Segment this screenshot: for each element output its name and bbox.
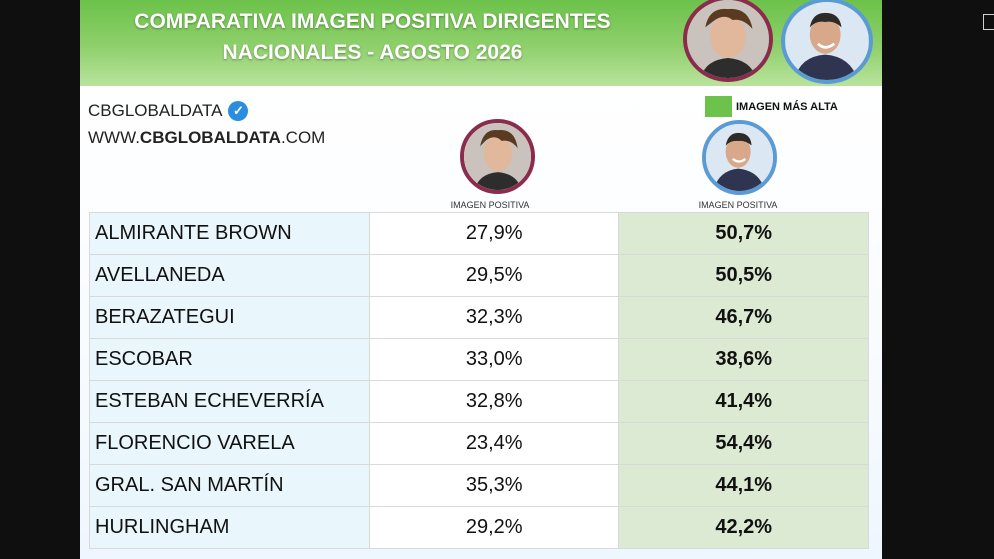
infographic-card: COMPARATIVA IMAGEN POSITIVA DIRIGENTES N… — [80, 0, 882, 559]
table-row: BERAZATEGUI 32,3% 46,7% — [89, 296, 869, 339]
banner-title-line2: NACIONALES - AGOSTO 2026 — [222, 41, 523, 64]
external-link-icon[interactable] — [983, 14, 994, 30]
column1-caption: IMAGEN POSITIVA — [450, 200, 530, 210]
value-cell-column2-highlight: 44,1% — [618, 464, 869, 507]
column2-caption: IMAGEN POSITIVA — [698, 200, 778, 210]
table-row: HURLINGHAM 29,2% 42,2% — [89, 506, 869, 549]
brand-website[interactable]: WWW.CBGLOBALDATA.COM — [88, 128, 326, 147]
table-row: ESTEBAN ECHEVERRÍA 32,8% 41,4% — [89, 380, 869, 423]
legend: IMAGEN MÁS ALTA — [705, 96, 838, 117]
value-cell-column2-highlight: 46,7% — [618, 296, 869, 339]
value-cell-column1: 32,3% — [368, 296, 620, 339]
municipio-cell: ESTEBAN ECHEVERRÍA — [89, 380, 370, 423]
value-cell-column2-highlight: 38,6% — [618, 338, 869, 381]
value-cell-column1: 27,9% — [368, 212, 620, 255]
header-banner: COMPARATIVA IMAGEN POSITIVA DIRIGENTES N… — [80, 0, 882, 86]
banner-title-line1: COMPARATIVA IMAGEN POSITIVA DIRIGENTES — [134, 10, 611, 33]
table-row: ESCOBAR 33,0% 38,6% — [89, 338, 869, 381]
value-cell-column2-highlight: 50,5% — [618, 254, 869, 297]
value-cell-column1: 29,5% — [368, 254, 620, 297]
brand-name: CBGLOBALDATA ✓ — [88, 101, 249, 121]
municipio-cell: GRAL. SAN MARTÍN — [89, 464, 370, 507]
table-row: GRAL. SAN MARTÍN 35,3% 44,1% — [89, 464, 869, 507]
value-cell-column1: 23,4% — [368, 422, 620, 465]
legend-label: IMAGEN MÁS ALTA — [736, 100, 838, 113]
legend-swatch — [705, 96, 732, 117]
value-cell-column1: 35,3% — [368, 464, 620, 507]
value-cell-column1: 29,2% — [368, 506, 620, 549]
column1-avatar — [460, 119, 535, 194]
municipio-cell: FLORENCIO VARELA — [89, 422, 370, 465]
banner-title: COMPARATIVA IMAGEN POSITIVA DIRIGENTES N… — [80, 6, 665, 68]
table-row: FLORENCIO VARELA 23,4% 54,4% — [89, 422, 869, 465]
municipio-cell: AVELLANEDA — [89, 254, 370, 297]
value-cell-column1: 33,0% — [368, 338, 620, 381]
column2-avatar — [702, 120, 777, 195]
municipio-cell: BERAZATEGUI — [89, 296, 370, 339]
municipio-cell: ALMIRANTE BROWN — [89, 212, 370, 255]
municipio-cell: HURLINGHAM — [89, 506, 370, 549]
table-row: AVELLANEDA 29,5% 50,5% — [89, 254, 869, 297]
municipio-cell: ESCOBAR — [89, 338, 370, 381]
banner-avatar-right — [781, 0, 873, 84]
value-cell-column2-highlight: 54,4% — [618, 422, 869, 465]
value-cell-column2-highlight: 42,2% — [618, 506, 869, 549]
value-cell-column2-highlight: 41,4% — [618, 380, 869, 423]
value-cell-column1: 32,8% — [368, 380, 620, 423]
banner-avatar-left — [683, 0, 773, 82]
value-cell-column2-highlight: 50,7% — [618, 212, 869, 255]
results-table: ALMIRANTE BROWN 27,9% 50,7% AVELLANEDA 2… — [89, 212, 869, 549]
verified-badge-icon: ✓ — [228, 101, 249, 121]
table-row: ALMIRANTE BROWN 27,9% 50,7% — [89, 212, 869, 255]
